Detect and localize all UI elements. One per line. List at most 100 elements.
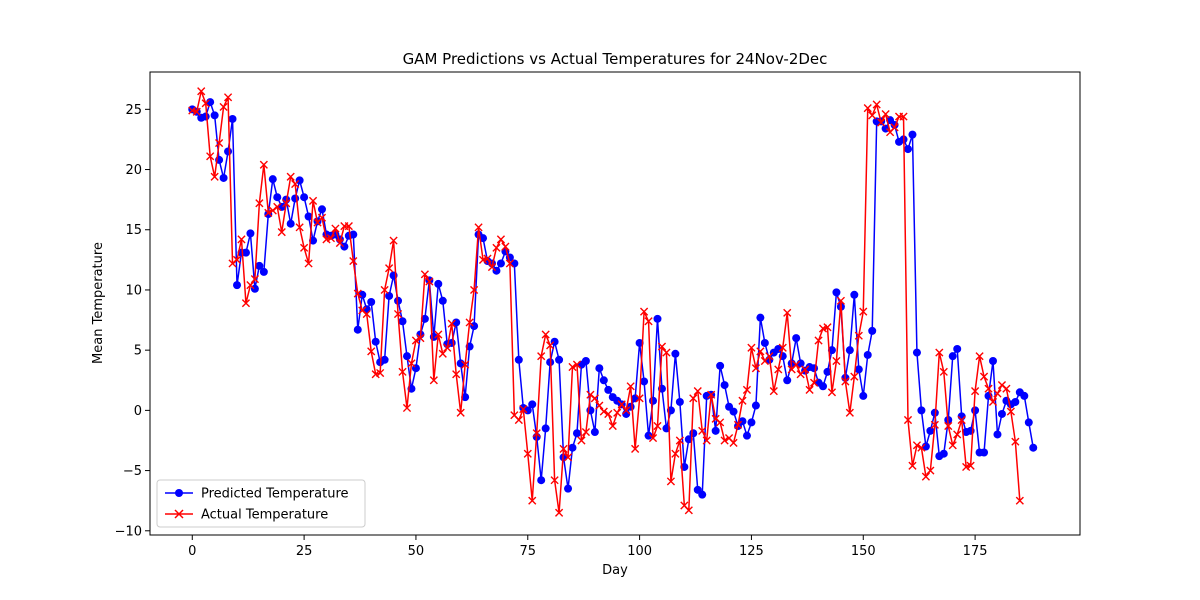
data-point-actual (769, 387, 778, 396)
data-point-actual (832, 356, 841, 366)
x-tick-label: 100 (627, 544, 652, 559)
y-tick-label: 10 (125, 283, 142, 298)
data-point-predicted (819, 382, 828, 391)
data-point-actual (546, 341, 555, 350)
data-point-predicted (394, 296, 403, 305)
data-point-actual (675, 436, 684, 445)
data-point-actual (595, 401, 604, 410)
data-point-predicted (720, 381, 729, 390)
data-point-actual (282, 199, 291, 208)
data-point-actual (300, 243, 309, 252)
data-point-predicted (273, 193, 282, 202)
data-point-predicted (810, 364, 819, 373)
data-point-actual (671, 449, 680, 458)
data-point-actual (456, 408, 465, 417)
legend-marker-predicted (175, 489, 183, 497)
data-point-actual (662, 348, 671, 357)
data-point-actual (617, 400, 626, 409)
data-point-actual (215, 138, 224, 148)
data-point-actual (264, 208, 273, 217)
data-point-actual (648, 433, 658, 443)
data-point-predicted (993, 430, 1002, 439)
data-point-actual (389, 236, 398, 245)
data-point-actual (492, 243, 501, 252)
data-point-predicted (420, 314, 429, 323)
data-point-actual (532, 429, 541, 438)
data-point-actual (608, 421, 617, 431)
data-point-actual (917, 443, 926, 452)
data-point-actual (657, 342, 667, 351)
data-point-actual (921, 472, 930, 481)
data-point-actual (201, 99, 210, 108)
data-point-predicted (823, 367, 832, 376)
data-point-actual (639, 307, 649, 316)
data-point-actual (854, 331, 863, 340)
data-point-predicted (904, 145, 912, 154)
data-point-predicted (219, 173, 228, 182)
data-point-actual (926, 466, 935, 475)
x-tick-label: 125 (739, 544, 764, 559)
data-point-predicted (461, 393, 470, 402)
data-point-predicted (595, 364, 604, 373)
data-point-predicted (371, 337, 380, 346)
data-point-actual (948, 441, 957, 450)
data-point-actual (702, 436, 711, 445)
data-point-actual (1006, 407, 1015, 416)
data-point-predicted (926, 426, 935, 435)
data-point-actual (429, 376, 438, 385)
data-point-actual (823, 323, 832, 332)
data-point-predicted (210, 111, 219, 120)
x-tick-label: 75 (519, 544, 536, 559)
data-point-actual (416, 334, 425, 343)
data-point-predicted (268, 175, 277, 184)
data-point-actual (501, 242, 510, 251)
data-point-predicted (241, 248, 250, 257)
data-point-predicted (845, 346, 854, 355)
data-point-actual (881, 110, 890, 119)
data-point-actual (443, 343, 452, 352)
data-point-actual (197, 87, 206, 96)
data-point-predicted (939, 449, 948, 458)
data-point-predicted (380, 355, 389, 364)
data-point-predicted (742, 431, 751, 440)
data-point-predicted (1029, 443, 1038, 452)
data-point-predicted (908, 130, 917, 139)
data-point-actual (953, 430, 962, 439)
data-point-actual (666, 477, 676, 486)
data-point-actual (814, 336, 823, 345)
data-point-actual (335, 238, 344, 248)
data-point-actual (729, 438, 738, 447)
data-point-actual (474, 223, 483, 232)
data-point-predicted (716, 361, 725, 370)
data-point-actual (984, 384, 993, 393)
data-point-predicted (286, 219, 295, 228)
data-point-predicted (304, 212, 313, 221)
data-point-actual (411, 336, 421, 345)
data-point-actual (877, 118, 886, 127)
data-point-actual (376, 368, 385, 378)
data-point-actual (751, 364, 761, 373)
data-point-actual (425, 277, 434, 286)
data-point-predicted (997, 409, 1006, 418)
data-point-actual (742, 385, 752, 394)
data-point-actual (693, 387, 702, 396)
x-tick-label: 175 (963, 544, 988, 559)
data-point-actual (487, 262, 497, 272)
data-point-predicted (751, 401, 760, 410)
data-point-actual (362, 309, 371, 319)
data-point-actual (326, 234, 336, 243)
data-point-actual (496, 235, 506, 244)
data-point-predicted (385, 291, 394, 300)
data-point-actual (859, 307, 868, 316)
data-point-actual (353, 289, 362, 298)
data-point-predicted (496, 259, 505, 268)
data-point-actual (420, 270, 429, 279)
data-point-predicted (980, 448, 989, 457)
data-point-actual (465, 318, 474, 327)
data-point-actual (653, 421, 662, 431)
y-tick-label: 15 (125, 223, 142, 238)
data-point-actual (738, 396, 747, 405)
data-point-predicted (434, 279, 443, 288)
data-point-actual (850, 372, 859, 381)
data-point-actual (304, 259, 313, 268)
